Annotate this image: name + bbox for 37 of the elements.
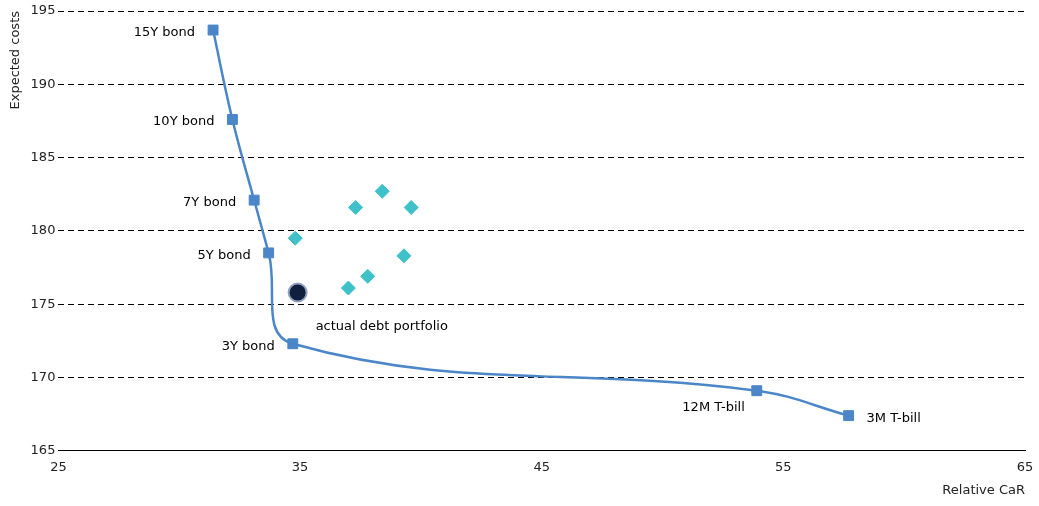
annotation: 7Y bond (183, 194, 237, 210)
point (263, 247, 275, 259)
point (287, 282, 308, 303)
point (248, 194, 260, 206)
annotation: actual debt portfolio (315, 318, 448, 334)
y-tick-label: 195 (30, 2, 56, 18)
point (360, 268, 376, 284)
x-tick-label: 65 (1016, 458, 1034, 474)
point (207, 24, 219, 36)
annotation: 3M T-bill (866, 409, 921, 425)
annotation: 10Y bond (153, 113, 215, 129)
x-tick-label: 25 (50, 458, 67, 474)
annotation: 15Y bond (133, 24, 196, 40)
annotation: 5Y bond (197, 246, 251, 262)
y-tick-label: 170 (30, 368, 56, 384)
point (403, 199, 419, 215)
y-tick-label: 180 (30, 222, 56, 238)
y-tick-label: 185 (30, 148, 56, 164)
y-tick-label: 175 (30, 295, 56, 311)
point (751, 385, 763, 397)
x-tick-label: 35 (291, 458, 309, 474)
point (843, 410, 855, 422)
x-tick-label: 45 (533, 458, 550, 474)
point (226, 114, 238, 125)
point (348, 199, 364, 215)
y-axis-title: Expected costs (7, 10, 23, 110)
annotation: 12M T-bill (682, 398, 745, 414)
point (287, 338, 299, 350)
point (287, 230, 303, 246)
x-tick-label: 55 (775, 458, 792, 474)
y-tick-label: 165 (30, 442, 56, 458)
point (396, 248, 412, 264)
x-axis-title: Relative CaR (942, 481, 1025, 497)
point (374, 183, 390, 199)
point (340, 280, 356, 296)
y-tick-label: 190 (30, 75, 56, 91)
annotation: 3Y bond (221, 337, 275, 353)
